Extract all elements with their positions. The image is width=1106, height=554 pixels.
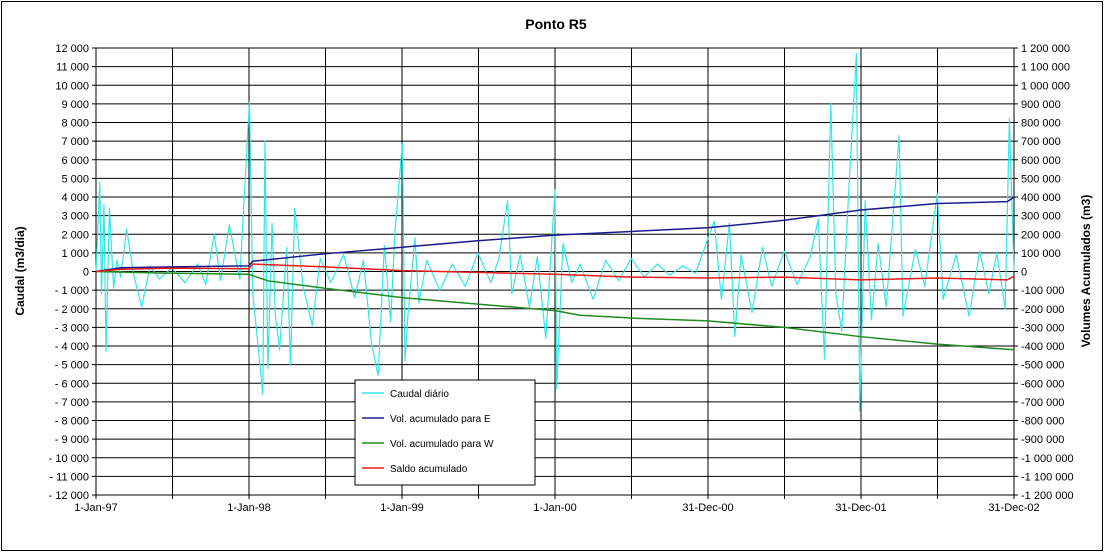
y2-tick-label: -900 000	[1021, 434, 1064, 446]
y2-tick-label: -200 000	[1021, 304, 1064, 316]
y2-tick-label: -400 000	[1021, 341, 1064, 353]
series-line-vol-acumulado-para-w	[95, 270, 1015, 351]
x-tick-label: 31-Dec-02	[988, 502, 1039, 514]
y-tick-label: 6 000	[61, 155, 89, 167]
y2-tick-label: 700 000	[1021, 136, 1061, 148]
axis-layer: 12 000 1 200 000 11 000 1 100 000 10 000 1 00…	[49, 43, 1074, 514]
y-tick-label: 0	[83, 267, 89, 279]
series-layer	[95, 52, 1015, 412]
y-tick-label: - 1 000	[55, 285, 89, 297]
y2-axis-title: Volumes Acumulados (m3)	[1079, 195, 1093, 348]
y-tick-label: 4 000	[61, 192, 89, 204]
y-tick-label: 1 000	[61, 248, 89, 260]
y2-tick-label: -1 000 000	[1021, 453, 1074, 465]
legend-box	[354, 379, 536, 486]
series-line-saldo-acumulado	[95, 263, 1015, 281]
legend-label-caudal: Caudal diário	[390, 389, 449, 400]
y-tick-label: - 12 000	[49, 490, 89, 502]
y-tick-label: 8 000	[61, 118, 89, 130]
legend: Caudal diário Vol. acumulado para E Vol.…	[354, 379, 536, 486]
y2-tick-label: -800 000	[1021, 416, 1064, 428]
y-tick-label: 2 000	[61, 229, 89, 241]
y-tick-label: 3 000	[61, 211, 89, 223]
y2-tick-label: 300 000	[1021, 211, 1061, 223]
y2-tick-label: -700 000	[1021, 397, 1064, 409]
y-tick-label: - 6 000	[55, 378, 89, 390]
legend-label-vol-w: Vol. acumulado para W	[390, 439, 494, 450]
y2-tick-label: -500 000	[1021, 360, 1064, 372]
y2-tick-label: -300 000	[1021, 322, 1064, 334]
y-tick-label: - 9 000	[55, 434, 89, 446]
y2-tick-label: 1 200 000	[1021, 43, 1070, 55]
grid-lines	[95, 47, 1015, 496]
y2-tick-label: 1 000 000	[1021, 80, 1070, 92]
series-line-caudal-di-rio	[95, 52, 1015, 412]
y2-tick-label: 200 000	[1021, 229, 1061, 241]
y2-tick-label: 900 000	[1021, 99, 1061, 111]
y2-tick-label: 500 000	[1021, 173, 1061, 185]
series-line-vol-acumulado-para-e	[95, 196, 1015, 273]
x-tick-label: 1-Jan-98	[227, 502, 270, 514]
y2-tick-label: 1 100 000	[1021, 62, 1070, 74]
y-tick-label: 7 000	[61, 136, 89, 148]
legend-label-vol-e: Vol. acumulado para E	[390, 414, 491, 425]
legend-label-saldo: Saldo acumulado	[390, 464, 468, 475]
y-tick-label: 5 000	[61, 173, 89, 185]
y-tick-label: 10 000	[55, 80, 89, 92]
y-tick-label: - 3 000	[55, 322, 89, 334]
y2-tick-label: 800 000	[1021, 118, 1061, 130]
y-tick-label: - 7 000	[55, 397, 89, 409]
y2-tick-label: 600 000	[1021, 155, 1061, 167]
x-tick-label: 1-Jan-00	[533, 502, 576, 514]
y-tick-label: - 2 000	[55, 304, 89, 316]
y2-tick-label: -100 000	[1021, 285, 1064, 297]
y2-tick-label: 0	[1021, 267, 1027, 279]
y-tick-label: 9 000	[61, 99, 89, 111]
x-tick-label: 31-Dec-00	[682, 502, 733, 514]
x-tick-label: 1-Jan-97	[74, 502, 117, 514]
y2-tick-label: -600 000	[1021, 378, 1064, 390]
y-tick-label: - 11 000	[49, 471, 89, 483]
y-tick-label: - 5 000	[55, 360, 89, 372]
y2-tick-label: 100 000	[1021, 248, 1061, 260]
y-tick-label: - 8 000	[55, 416, 89, 428]
y2-tick-label: 400 000	[1021, 192, 1061, 204]
y2-tick-label: -1 200 000	[1021, 490, 1074, 502]
y-tick-label: - 10 000	[49, 453, 89, 465]
chart-title: Ponto R5	[525, 16, 587, 32]
y-tick-label: - 4 000	[55, 341, 89, 353]
y-tick-label: 12 000	[55, 43, 89, 55]
y-tick-label: 11 000	[56, 62, 89, 74]
x-tick-label: 1-Jan-99	[380, 502, 423, 514]
y-axis-title: Caudal (m3/dia)	[13, 226, 27, 315]
x-tick-label: 31-Dec-01	[835, 502, 886, 514]
y2-tick-label: -1 100 000	[1021, 471, 1074, 483]
